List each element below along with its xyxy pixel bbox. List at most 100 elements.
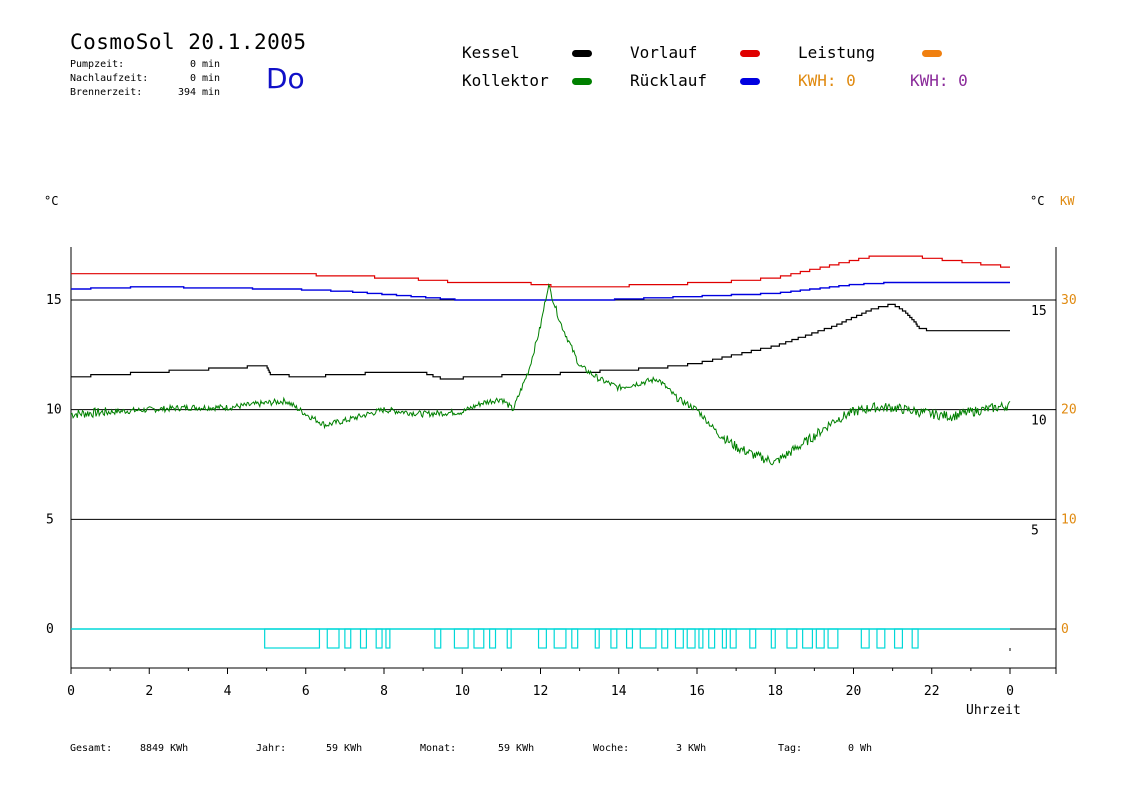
x-tick-label: 6 <box>302 684 310 699</box>
y-tick-left-label: 15 <box>46 293 62 308</box>
chart-title: CosmoSol 20.1.2005 <box>70 30 307 54</box>
burner-pulse <box>729 628 737 649</box>
y-tick-left-label: 10 <box>46 403 62 418</box>
burner-pulse <box>434 628 442 649</box>
kwh-secondary-value: KWH: 0 <box>910 71 968 90</box>
stat-value: 394 <box>177 87 196 98</box>
legend-vorlauf-swatch <box>740 50 760 57</box>
burner-pulse <box>827 628 839 649</box>
burner-pulse <box>749 628 757 649</box>
legend-leistung-label: Leistung <box>798 43 876 62</box>
legend-kollektor-swatch <box>572 78 592 85</box>
series-vorlauf <box>71 255 1010 288</box>
legend-vorlauf-label: Vorlauf <box>630 43 698 62</box>
burner-pulse <box>802 628 814 649</box>
burner-pulse <box>893 628 904 649</box>
burner-pulse <box>911 628 919 649</box>
footer-woche-label: Woche: <box>593 743 630 754</box>
legend-ruecklauf-label: Rücklauf <box>630 71 708 90</box>
burner-pulse <box>686 628 696 649</box>
legend-kollektor-label: Kollektor <box>462 71 549 90</box>
stat-unit: min <box>202 87 221 98</box>
burner-pulse <box>610 628 618 649</box>
stat-value: 0 <box>189 59 196 70</box>
burner-pulse <box>359 628 367 649</box>
burner-pulse <box>594 628 600 649</box>
x-tick-label: 2 <box>145 684 153 699</box>
burner-pulse <box>639 628 657 649</box>
runtime-stats: Pumpzeit: 0 min Nachlaufzeit: 0 min Bren… <box>70 58 220 100</box>
y-axis-left-unit: °C <box>44 194 58 208</box>
stat-row-brennerzeit: Brennerzeit: 394 min <box>70 86 220 100</box>
x-tick-label: 10 <box>454 684 470 699</box>
burner-pulse <box>721 628 727 649</box>
y-axis-right-unit: °C <box>1030 194 1044 208</box>
legend-kessel-swatch <box>572 50 592 57</box>
burner-pulse <box>571 628 579 649</box>
y-tick-right-label: 10 <box>1031 414 1047 429</box>
series-kessel <box>71 303 1010 380</box>
burner-pulse <box>786 628 798 649</box>
x-axis-label: Uhrzeit <box>966 703 1021 718</box>
burner-pulse <box>264 628 321 649</box>
x-tick-label: 0 <box>1006 684 1014 699</box>
footer-tag-value: 0 Wh <box>848 743 873 754</box>
x-tick-label: 20 <box>846 684 862 699</box>
stat-unit: min <box>202 59 221 70</box>
kwh-leistung-value: KWH: 0 <box>798 71 856 90</box>
burner-pulse <box>537 628 547 649</box>
x-tick-label: 8 <box>380 684 388 699</box>
y-axis-kw-unit: KW <box>1060 194 1075 208</box>
burner-pulse <box>453 628 469 649</box>
burner-pulse <box>876 628 886 649</box>
temperature-chart: °C °C KW 0 2 4 6 8 10 12 14 16 18 20 22 0 15 10 5 0 15 10 5… <box>44 194 1077 718</box>
series-ruecklauf <box>71 281 1010 301</box>
burner-pulse <box>698 628 704 649</box>
legend-kessel-label: Kessel <box>462 43 520 62</box>
burner-pulse <box>385 628 391 649</box>
burner-pulse <box>553 628 567 649</box>
footer-gesamt-label: Gesamt: <box>70 743 113 754</box>
stat-row-pumpzeit: Pumpzeit: 0 min <box>70 58 220 72</box>
stat-label: Nachlaufzeit: <box>70 73 149 84</box>
y-tick-left-label: 0 <box>46 622 54 637</box>
y-tick-kw-label: 0 <box>1061 622 1069 637</box>
footer-woche-value: 3 KWh <box>676 743 707 754</box>
x-tick-label: 16 <box>689 684 705 699</box>
stat-label: Pumpzeit: <box>70 59 125 70</box>
footer-jahr-value: 59 KWh <box>326 743 363 754</box>
y-tick-kw-label: 20 <box>1061 403 1077 418</box>
stat-row-nachlaufzeit: Nachlaufzeit: 0 min <box>70 72 220 86</box>
series-kollektor <box>70 283 1011 466</box>
y-tick-left-label: 5 <box>46 512 54 527</box>
y-tick-kw-label: 30 <box>1061 293 1077 308</box>
footer-gesamt-value: 8849 KWh <box>140 743 189 754</box>
burner-pulse <box>708 628 716 649</box>
x-tick-label: 4 <box>224 684 232 699</box>
y-tick-right-label: 15 <box>1031 304 1047 319</box>
burner-pulse <box>326 628 340 649</box>
x-tick-label: 22 <box>924 684 940 699</box>
footer-monat-label: Monat: <box>420 743 457 754</box>
burner-pulse <box>661 628 669 649</box>
stat-label: Brennerzeit: <box>70 87 143 98</box>
burner-pulse <box>344 628 352 649</box>
footer-jahr-label: Jahr: <box>256 743 287 754</box>
legend-ruecklauf-swatch <box>740 78 760 85</box>
burner-pulse <box>625 628 634 649</box>
burner-pulse <box>489 628 497 649</box>
burner-pulse <box>506 628 512 649</box>
x-tick-label: 0 <box>67 684 75 699</box>
x-tick-label: 14 <box>611 684 627 699</box>
footer-tag-label: Tag: <box>778 743 803 754</box>
stat-unit: min <box>202 73 221 84</box>
y-tick-right-label: 5 <box>1031 523 1039 538</box>
stat-value: 0 <box>189 73 196 84</box>
weekday-label: Do <box>266 62 305 95</box>
y-tick-kw-label: 10 <box>1061 512 1077 527</box>
burner-pulse <box>770 628 776 649</box>
x-tick-label: 12 <box>533 684 549 699</box>
burner-pulse <box>473 628 485 649</box>
footer-monat-value: 59 KWh <box>498 743 535 754</box>
burner-pulse <box>375 628 383 649</box>
